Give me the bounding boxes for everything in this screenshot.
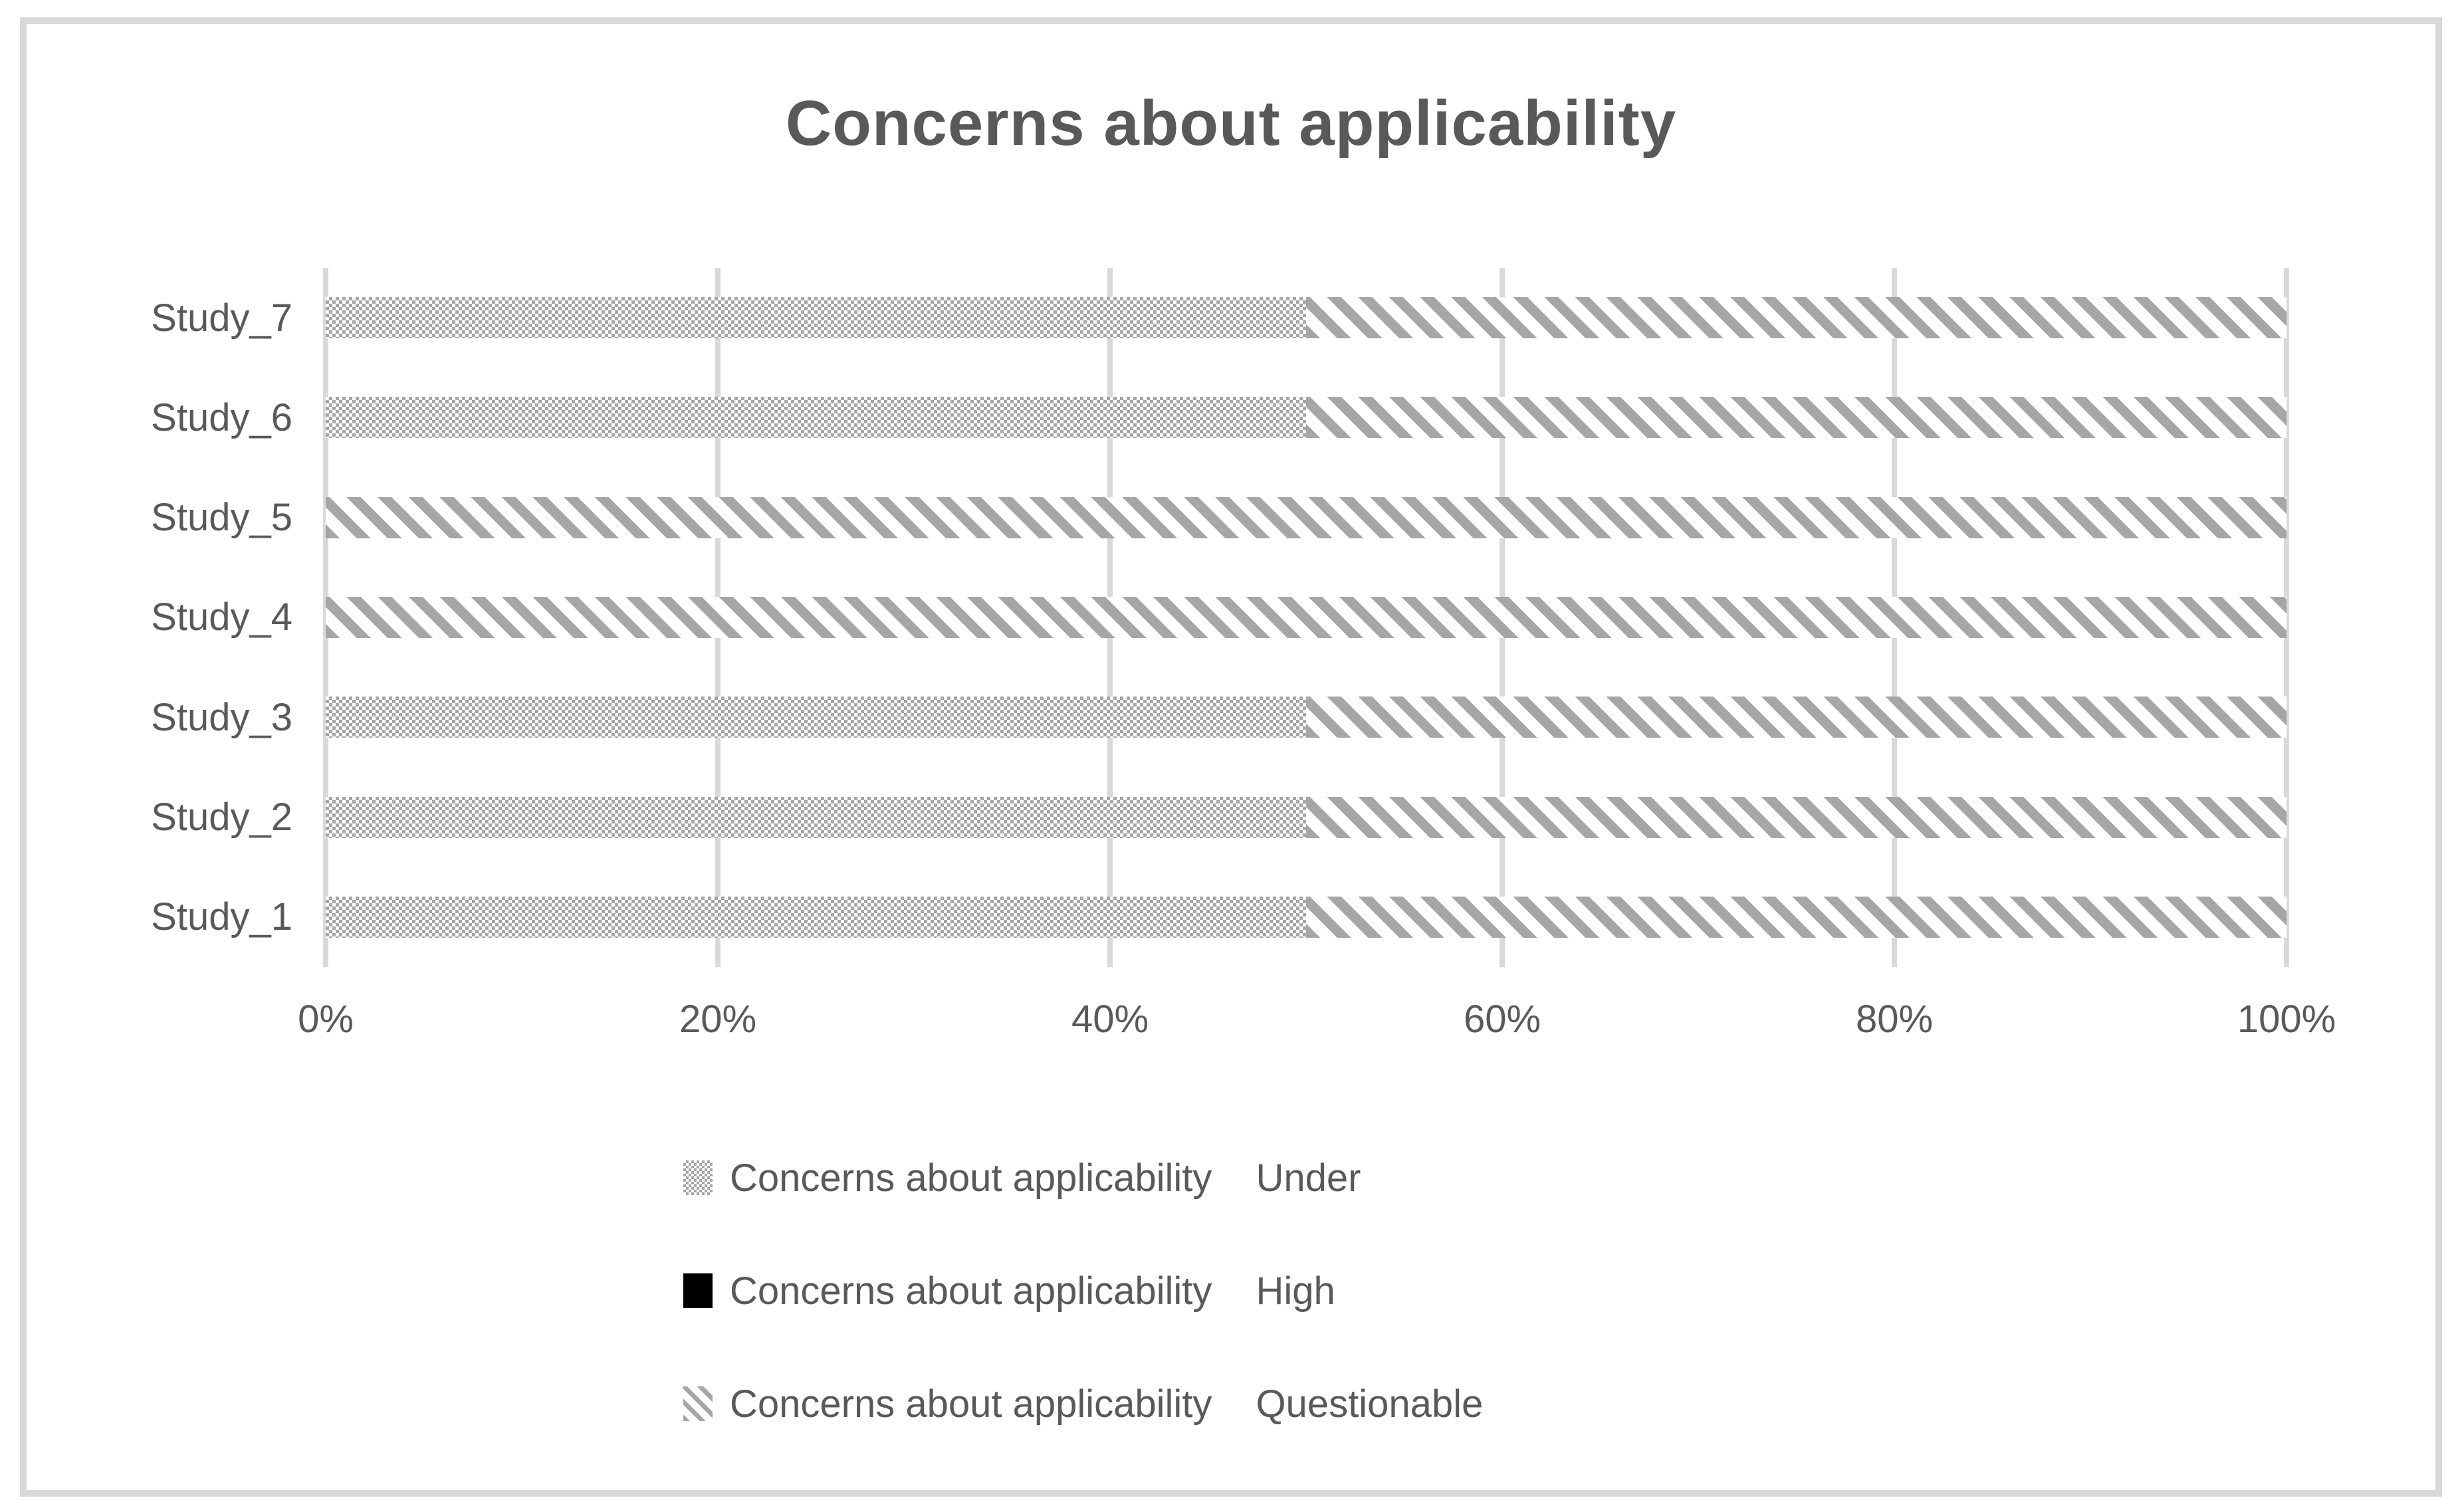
bar-segment-questionable-study_2 [1306,796,2287,838]
bar-segment-under-study_1 [326,896,1306,938]
x-axis-label-80pct: 80% [1855,998,1934,1041]
gridline-100% [2284,268,2289,967]
legend-swatch-dotted-checker-icon [683,1160,713,1195]
bar-row-study_7 [326,268,2287,368]
chart-title: Concerns about applicability [785,88,1677,159]
legend-series-name: Concerns about applicability [730,1382,1212,1426]
bar-segment-under-study_3 [326,697,1306,738]
bar-segment-questionable-study_1 [1306,896,2287,938]
x-axis-label-100pct: 100% [2237,998,2336,1041]
bar-row-study_4 [326,568,2287,667]
bar-segment-under-study_2 [326,796,1306,838]
legend-series-name: Concerns about applicability [730,1269,1212,1313]
legend-level-label: Questionable [1256,1382,1484,1426]
bar-segment-questionable-study_7 [1306,297,2287,339]
y-axis-label-study_5: Study_5 [151,496,292,540]
y-axis-label-study_3: Study_3 [151,695,292,739]
plot-area [323,268,2289,967]
chart-frame: Concerns about applicability Study_7 Stud… [20,17,2442,1497]
bar-segment-questionable-study_5 [326,496,2287,538]
stacked-bar-study_5 [326,496,2287,538]
y-axis-label-study_4: Study_4 [151,595,292,639]
stacked-bar-study_3 [326,697,2287,738]
bar-segment-questionable-study_6 [1306,397,2287,439]
stacked-bar-study_6 [326,397,2287,439]
legend-series-name: Concerns about applicability [730,1156,1212,1200]
y-axis-label-study_1: Study_1 [151,895,292,939]
stacked-bar-study_2 [326,796,2287,838]
x-axis-label-40pct: 40% [1071,998,1149,1041]
y-axis-label-study_6: Study_6 [151,395,292,439]
x-axis-label-20pct: 20% [679,998,757,1041]
x-axis-label-0pct: 0% [298,998,354,1041]
legend-level-label: Under [1256,1156,1361,1200]
y-axis-label-study_2: Study_2 [151,796,292,839]
bar-row-study_3 [326,667,2287,767]
bar-row-study_1 [326,867,2287,967]
x-axis-label-60pct: 60% [1463,998,1541,1041]
stacked-bar-study_1 [326,896,2287,938]
y-axis-label-study_7: Study_7 [151,296,292,340]
bar-segment-questionable-study_4 [326,596,2287,638]
bar-row-study_6 [326,368,2287,467]
legend-level-label: High [1256,1269,1335,1313]
stacked-bar-study_7 [326,297,2287,339]
bar-segment-questionable-study_3 [1306,697,2287,738]
bar-row-study_5 [326,468,2287,568]
legend-entry-questionable: Concerns about applicability Questionable [683,1382,1484,1426]
x-axis-labels: 0% 20% 40% 60% 80% 100% [298,997,2336,1057]
legend-swatch-solid-black-icon [683,1273,713,1308]
legend: Concerns about applicability Under Concern… [683,1156,1484,1496]
legend-entry-high: Concerns about applicability High [683,1269,1483,1313]
legend-entry-under: Concerns about applicability Under [683,1156,1483,1200]
bar-row-study_2 [326,767,2287,867]
bar-segment-under-study_7 [326,297,1306,339]
bar-segment-under-study_6 [326,397,1306,439]
stacked-bar-study_4 [326,596,2287,638]
legend-swatch-diagonal-hatch-icon [683,1386,713,1421]
y-axis-labels: Study_7 Study_6 Study_5 Study_4 Study_3 Study… [27,268,292,967]
